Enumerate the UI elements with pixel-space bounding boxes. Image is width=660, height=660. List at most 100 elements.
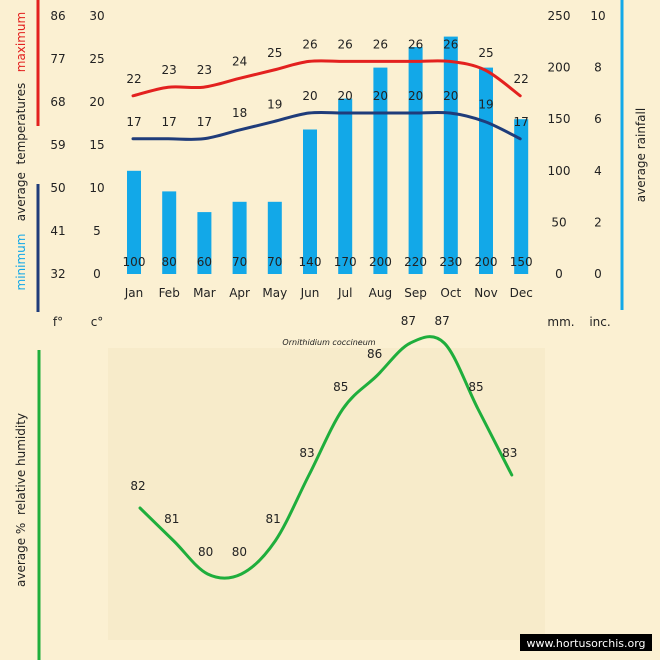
month-tick-label: Apr <box>229 286 250 300</box>
min-temp-line-value-label: 17 <box>514 115 529 129</box>
humidity-value-label: 82 <box>130 479 145 493</box>
rainfall-bar <box>514 119 529 274</box>
inch-tick-label: 10 <box>590 9 605 23</box>
max-temp-line-value-label: 26 <box>408 37 423 51</box>
inch-tick-label: 2 <box>594 215 602 229</box>
mm-unit-label: mm. <box>547 315 574 329</box>
rainfall-value-label: 140 <box>299 255 322 269</box>
humidity-value-label: 87 <box>401 314 416 328</box>
celsius-tick-label: 15 <box>89 138 104 152</box>
min-temp-line-value-label: 17 <box>162 115 177 129</box>
max-temp-line-value-label: 23 <box>162 63 177 77</box>
inch-tick-label: 0 <box>594 267 602 281</box>
max-temp-line-value-label: 22 <box>126 72 141 86</box>
rainfall-bar <box>338 98 353 274</box>
temperature-lines <box>131 59 522 141</box>
humidity-value-label: 87 <box>435 314 450 328</box>
mm-tick-label: 0 <box>555 267 563 281</box>
inch-tick-label: 6 <box>594 112 602 126</box>
rainfall-value-label: 80 <box>162 255 177 269</box>
celsius-tick-label: 0 <box>93 267 101 281</box>
rainfall-title: average rainfall <box>634 108 648 202</box>
rainfall-value-label: 230 <box>439 255 462 269</box>
rainfall-bar <box>373 67 388 274</box>
fahrenheit-tick-label: 32 <box>50 267 65 281</box>
rainfall-value-label: 60 <box>197 255 212 269</box>
min-temp-line-value-label: 20 <box>443 89 458 103</box>
inch-unit-label: inc. <box>589 315 610 329</box>
watermark-text: www.hortusorchis.org <box>526 637 645 650</box>
avg-temp-title: average temperatures <box>14 83 28 221</box>
min-temp-line-value-label: 20 <box>373 89 388 103</box>
rainfall-value-label: 70 <box>267 255 282 269</box>
month-tick-label: Aug <box>369 286 392 300</box>
humidity-chart: 82 81 80 80 81 83 85 86 87 87 85 83 <box>130 314 517 580</box>
rainfall-bar <box>127 170 141 274</box>
min-temp-line-value-label: 20 <box>338 89 353 103</box>
celsius-unit-label: c° <box>91 315 104 329</box>
inch-tick-label: 4 <box>594 164 602 178</box>
humidity-value-label: 83 <box>299 446 314 460</box>
watermark-background <box>520 634 652 651</box>
max-temp-line-value-label: 23 <box>197 63 212 77</box>
humidity-value-label: 80 <box>198 545 213 559</box>
celsius-tick-label: 20 <box>89 95 104 109</box>
month-tick-label: Mar <box>193 286 216 300</box>
max-temp-line-value-label: 26 <box>373 37 388 51</box>
max-temp-line <box>131 59 522 98</box>
rainfall-bar <box>197 212 212 274</box>
max-temp-line-value-label: 26 <box>443 37 458 51</box>
humidity-title: average % relative humidity <box>14 413 28 587</box>
data-labels: 100 80 60 70 70 140 170 200 220 230 200 150 22 23 23 24… <box>123 37 533 269</box>
rainfall-bar <box>408 47 423 274</box>
month-tick-label: Sep <box>404 286 427 300</box>
fahrenheit-tick-label: 86 <box>50 9 65 23</box>
mm-tick-label: 250 <box>548 9 571 23</box>
humidity-value-label: 81 <box>266 512 281 526</box>
rainfall-bar <box>162 191 177 274</box>
rainfall-bar <box>443 36 458 274</box>
min-temp-line-value-label: 18 <box>232 106 247 120</box>
max-temp-title: maximum <box>14 12 28 72</box>
humidity-value-label: 81 <box>164 512 179 526</box>
rainfall-value-label: 200 <box>475 255 498 269</box>
humidity-line <box>138 335 514 580</box>
mm-tick-label: 100 <box>548 164 571 178</box>
humidity-value-label: 80 <box>232 545 247 559</box>
fahrenheit-unit-label: f° <box>53 315 63 329</box>
month-tick-label: Jul <box>337 286 352 300</box>
humidity-value-label: 85 <box>468 380 483 394</box>
celsius-tick-label: 25 <box>89 52 104 66</box>
month-tick-label: Jan <box>124 286 144 300</box>
species-name: Ornithidium coccineum <box>282 338 375 347</box>
celsius-tick-label: 5 <box>93 224 101 238</box>
fahrenheit-tick-label: 68 <box>50 95 65 109</box>
mm-tick-label: 200 <box>548 61 571 75</box>
rainfall-bar <box>303 129 317 274</box>
fahrenheit-tick-label: 50 <box>50 181 65 195</box>
month-tick-label: Feb <box>159 286 180 300</box>
mm-tick-label: 150 <box>548 112 571 126</box>
celsius-tick-label: 30 <box>89 9 104 23</box>
rainfall-value-label: 150 <box>510 255 533 269</box>
max-temp-line-value-label: 26 <box>338 37 353 51</box>
min-temp-line-value-label: 19 <box>267 98 282 112</box>
max-temp-line-value-label: 26 <box>302 37 317 51</box>
month-tick-label: Nov <box>474 286 497 300</box>
min-temp-title: minimum <box>14 234 28 291</box>
inch-tick-label: 8 <box>594 61 602 75</box>
fahrenheit-tick-label: 41 <box>50 224 65 238</box>
month-tick-label: May <box>262 286 287 300</box>
fahrenheit-tick-label: 59 <box>50 138 65 152</box>
min-temp-line-value-label: 19 <box>478 98 493 112</box>
max-temp-line-value-label: 25 <box>478 46 493 60</box>
max-temp-line-value-label: 24 <box>232 55 247 69</box>
rainfall-value-label: 200 <box>369 255 392 269</box>
rainfall-value-label: 70 <box>232 255 247 269</box>
min-temp-line-value-label: 17 <box>126 115 141 129</box>
rainfall-value-label: 220 <box>404 255 427 269</box>
rainfall-bars <box>127 36 529 274</box>
humidity-value-label: 86 <box>367 347 382 361</box>
rainfall-value-label: 170 <box>334 255 357 269</box>
